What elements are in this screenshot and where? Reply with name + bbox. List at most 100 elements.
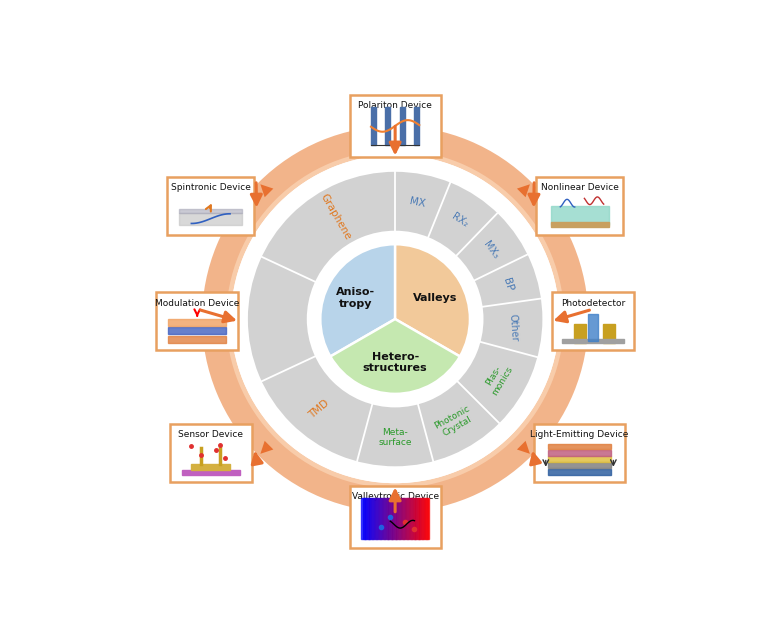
Text: TMD: TMD bbox=[307, 398, 332, 421]
FancyBboxPatch shape bbox=[536, 177, 623, 234]
Bar bbox=[391, 498, 393, 539]
Text: MX₃: MX₃ bbox=[481, 239, 500, 260]
Bar bbox=[414, 498, 416, 539]
Wedge shape bbox=[330, 319, 460, 394]
Bar bbox=[548, 444, 611, 450]
Bar bbox=[371, 107, 375, 145]
Bar bbox=[425, 498, 426, 539]
FancyBboxPatch shape bbox=[157, 292, 238, 350]
Bar bbox=[168, 319, 226, 326]
Bar bbox=[389, 498, 390, 539]
Text: RX₂: RX₂ bbox=[449, 211, 470, 229]
Bar bbox=[417, 498, 419, 539]
Bar bbox=[373, 498, 375, 539]
Bar bbox=[367, 498, 369, 539]
Wedge shape bbox=[320, 244, 396, 357]
Bar bbox=[383, 498, 385, 539]
FancyBboxPatch shape bbox=[552, 292, 634, 350]
Text: Hetero-
structures: Hetero- structures bbox=[363, 352, 427, 373]
Bar bbox=[375, 498, 377, 539]
Bar bbox=[412, 498, 413, 539]
Bar bbox=[412, 498, 415, 539]
Bar bbox=[378, 498, 379, 539]
Text: Valleys: Valleys bbox=[412, 293, 457, 303]
FancyBboxPatch shape bbox=[350, 95, 440, 157]
Bar bbox=[548, 456, 611, 462]
Bar bbox=[180, 213, 242, 225]
Bar bbox=[376, 498, 378, 539]
Bar bbox=[548, 469, 611, 475]
Text: Light-Emitting Device: Light-Emitting Device bbox=[530, 430, 629, 439]
Bar bbox=[371, 498, 372, 539]
Bar bbox=[362, 498, 363, 539]
Text: BP: BP bbox=[501, 277, 515, 292]
Bar bbox=[368, 498, 370, 539]
Bar bbox=[389, 498, 392, 539]
Bar bbox=[372, 498, 374, 539]
Text: Meta-
surface: Meta- surface bbox=[379, 428, 412, 447]
Bar bbox=[387, 498, 389, 539]
Bar bbox=[416, 498, 417, 539]
Bar bbox=[423, 498, 424, 539]
Bar bbox=[386, 498, 388, 539]
Bar bbox=[403, 498, 405, 539]
Wedge shape bbox=[248, 172, 542, 466]
Text: Graphene: Graphene bbox=[318, 192, 353, 241]
Bar bbox=[365, 498, 367, 539]
Bar bbox=[382, 498, 383, 539]
Bar bbox=[401, 498, 402, 539]
Bar bbox=[182, 470, 240, 475]
Text: Sensor Device: Sensor Device bbox=[178, 430, 243, 439]
Bar bbox=[400, 107, 405, 145]
Bar bbox=[362, 498, 365, 539]
Bar bbox=[406, 498, 408, 539]
Text: Polariton Device: Polariton Device bbox=[359, 101, 432, 110]
Text: Photodetector: Photodetector bbox=[561, 299, 625, 308]
Bar bbox=[418, 498, 420, 539]
FancyBboxPatch shape bbox=[534, 424, 625, 482]
Bar bbox=[386, 107, 390, 145]
Wedge shape bbox=[396, 244, 470, 357]
Wedge shape bbox=[231, 155, 559, 483]
Text: Photonic
Crystal: Photonic Crystal bbox=[433, 404, 476, 440]
Bar bbox=[550, 206, 608, 225]
Bar bbox=[548, 450, 611, 456]
Bar bbox=[392, 498, 394, 539]
FancyBboxPatch shape bbox=[170, 424, 252, 482]
Bar bbox=[409, 498, 410, 539]
Bar bbox=[168, 327, 226, 334]
Bar bbox=[550, 223, 608, 228]
Bar bbox=[603, 324, 614, 343]
Bar bbox=[423, 498, 426, 539]
Bar bbox=[405, 498, 406, 539]
Bar bbox=[402, 498, 404, 539]
Text: Nonlinear Device: Nonlinear Device bbox=[540, 183, 618, 192]
Bar bbox=[415, 107, 419, 145]
Bar bbox=[379, 498, 381, 539]
FancyBboxPatch shape bbox=[350, 485, 440, 549]
Bar bbox=[394, 498, 396, 539]
FancyBboxPatch shape bbox=[167, 177, 254, 234]
Text: Spintronic Device: Spintronic Device bbox=[170, 183, 251, 192]
Bar bbox=[419, 498, 421, 539]
Wedge shape bbox=[226, 150, 564, 488]
Bar bbox=[548, 463, 611, 468]
Bar bbox=[384, 498, 386, 539]
Bar bbox=[398, 498, 399, 539]
Bar bbox=[562, 339, 625, 343]
Wedge shape bbox=[307, 231, 483, 408]
Text: MX: MX bbox=[409, 196, 426, 209]
Bar bbox=[426, 498, 428, 539]
Bar bbox=[180, 209, 242, 213]
Bar bbox=[407, 498, 409, 539]
Text: Aniso-
tropy: Aniso- tropy bbox=[336, 287, 375, 308]
Text: Plas-
monics: Plas- monics bbox=[481, 359, 514, 397]
Bar bbox=[399, 498, 401, 539]
Bar bbox=[410, 498, 412, 539]
Bar bbox=[369, 498, 372, 539]
Bar bbox=[168, 336, 226, 343]
Bar bbox=[396, 498, 399, 539]
Bar bbox=[364, 498, 366, 539]
Bar bbox=[421, 498, 423, 539]
Bar bbox=[380, 498, 382, 539]
